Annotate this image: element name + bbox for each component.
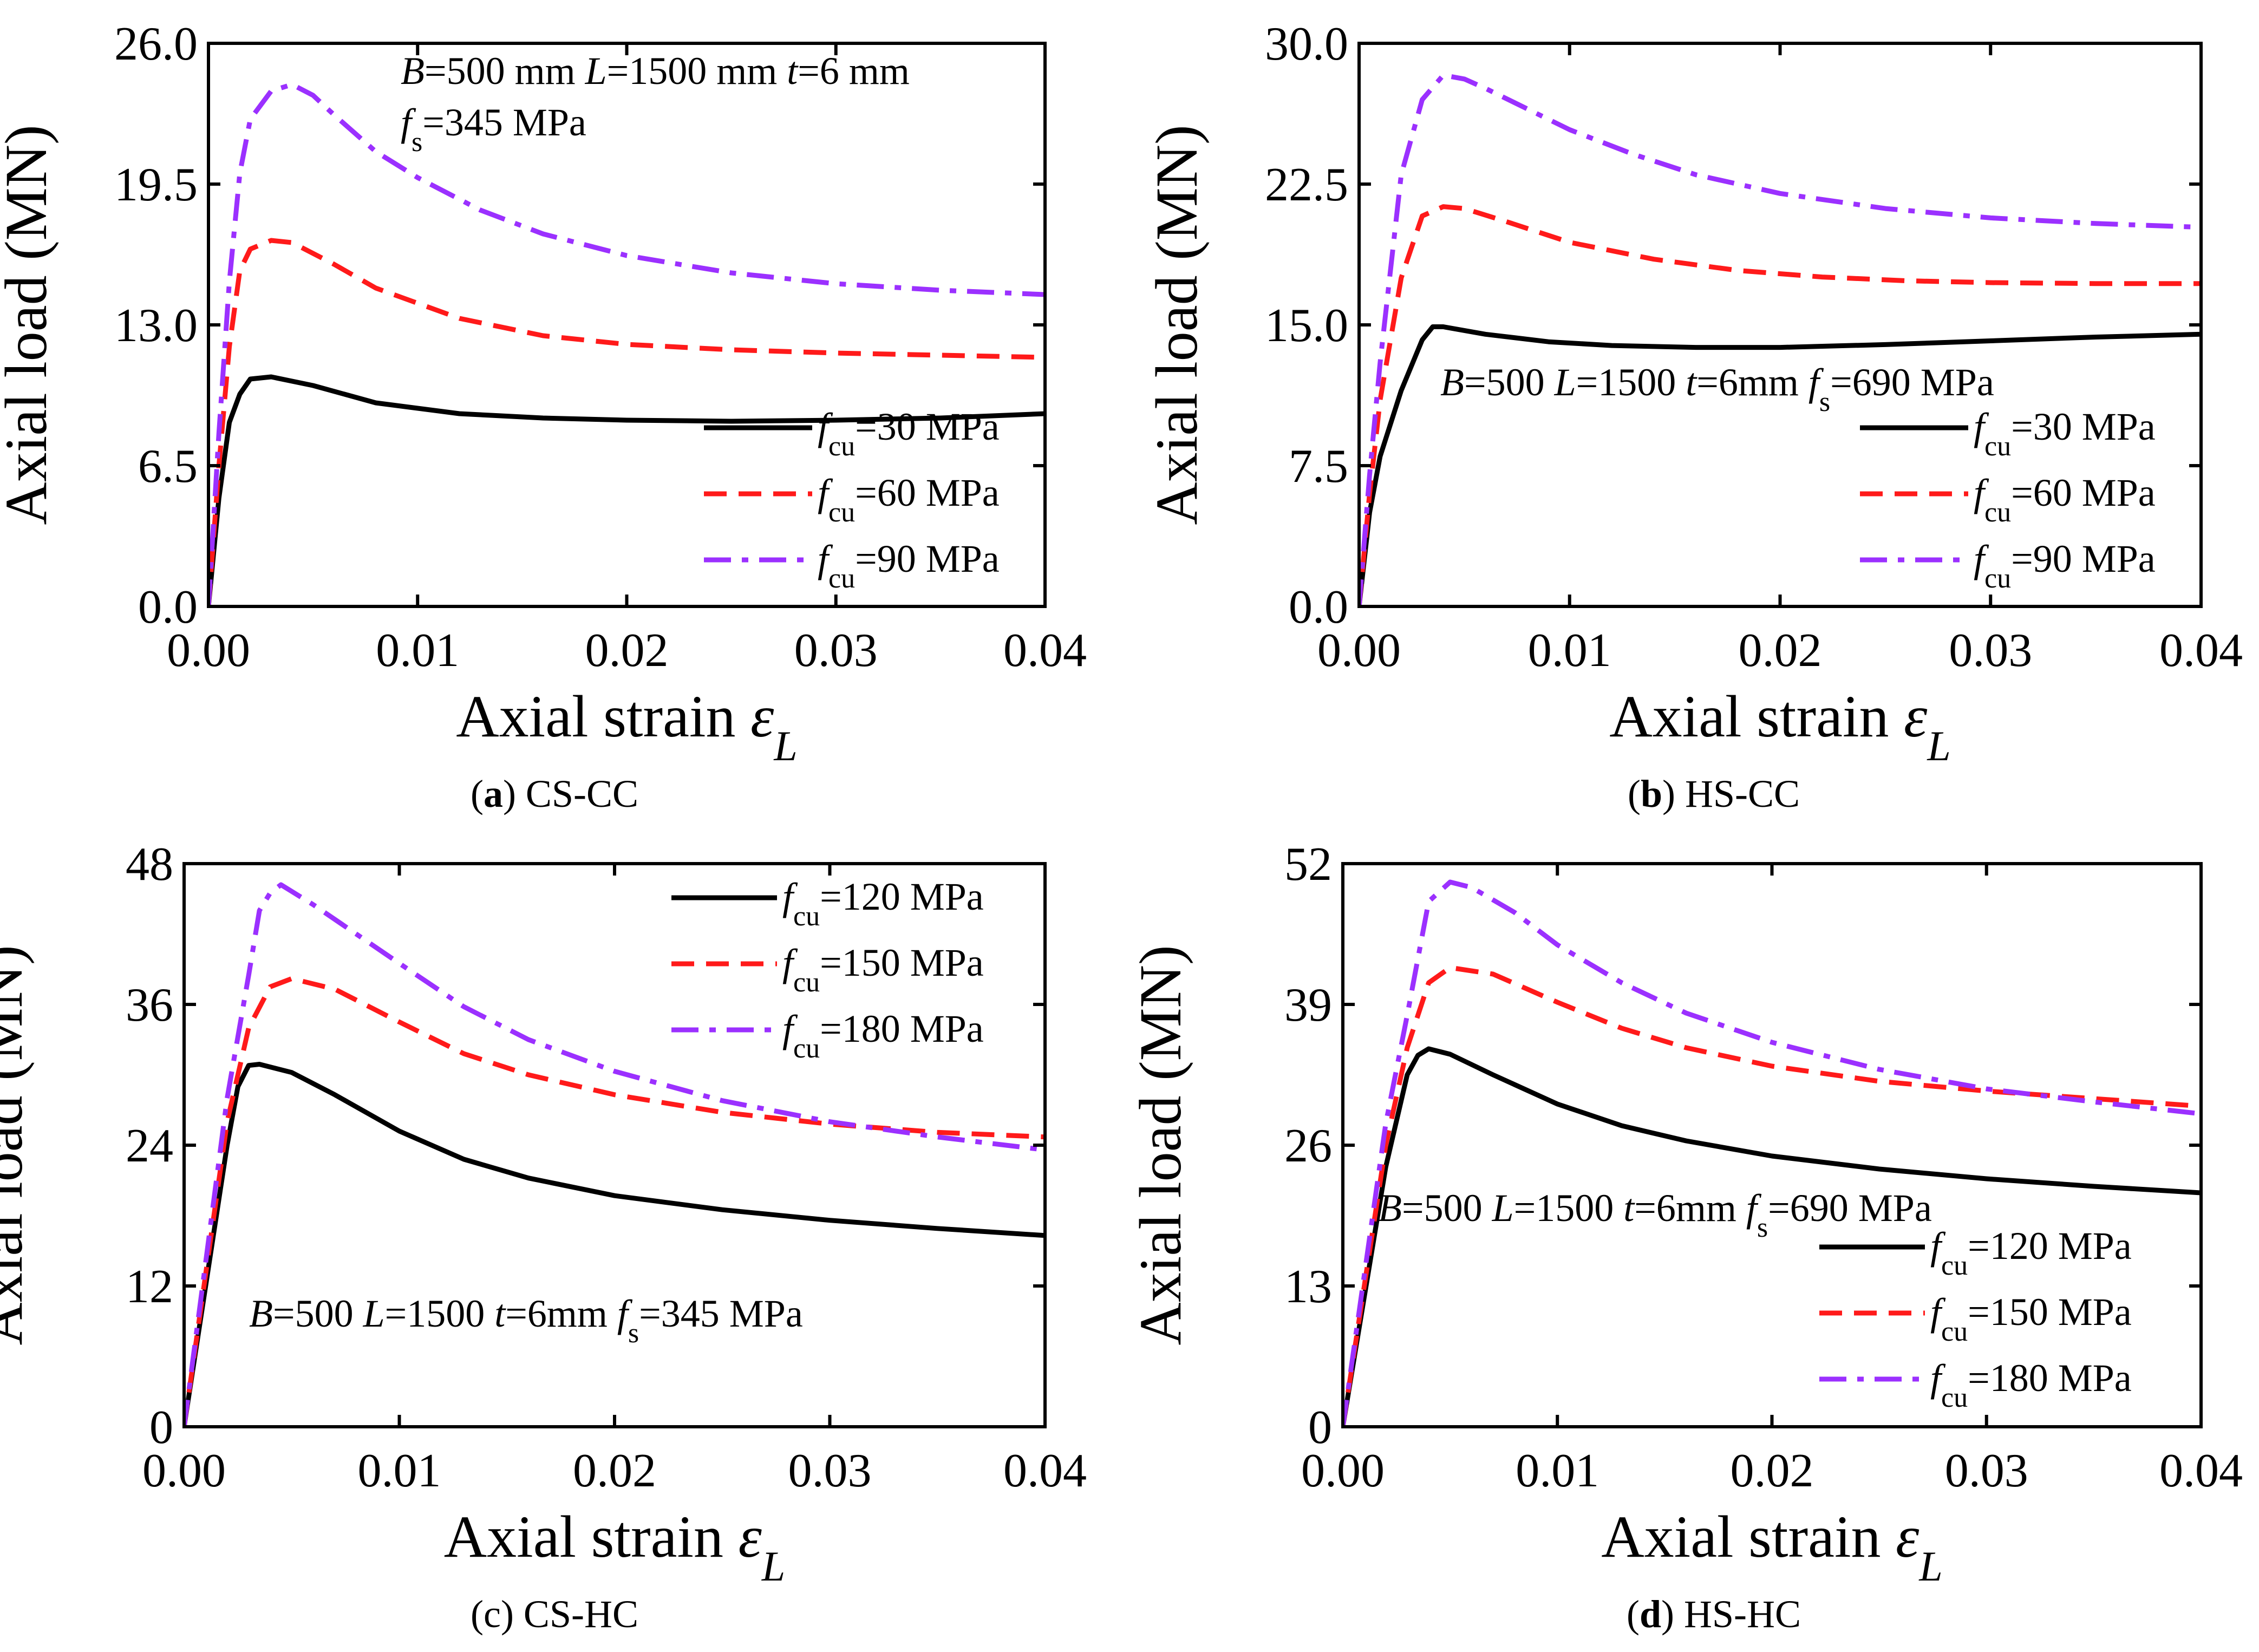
- panel-caption: (a) CS-CC: [471, 772, 638, 815]
- legend-label: fcu=180 MPa: [782, 1007, 984, 1064]
- y-tick-label: 0: [149, 1401, 173, 1454]
- y-tick-label: 39: [1284, 979, 1332, 1031]
- series-line-fcu-120-mpa: [1343, 1046, 2201, 1427]
- x-tick-label: 0.04: [1003, 1445, 1087, 1497]
- legend: fcu=30 MPa fcu=60 MPa fcu=90 MPa: [704, 405, 1000, 594]
- x-tick-label: 0.00: [142, 1445, 226, 1497]
- y-tick-label: 7.5: [1289, 440, 1348, 493]
- series-line-fcu-150-mpa: [1343, 965, 2201, 1427]
- x-tick-label: 0.01: [376, 624, 459, 677]
- y-tick-label: 24: [126, 1120, 173, 1172]
- panel-caption: (c) CS-HC: [471, 1592, 638, 1636]
- legend-label: fcu=60 MPa: [1974, 471, 2156, 528]
- y-tick-label: 0.0: [1289, 581, 1348, 634]
- annotation: B=500 L=1500 t=6mm fs=690 MPa: [1440, 361, 1994, 417]
- legend-label: fcu=60 MPa: [818, 471, 1000, 528]
- series-line-fcu-150-mpa: [184, 976, 1045, 1427]
- x-tick-label: 0.00: [1301, 1445, 1385, 1497]
- x-tick-label: 0.02: [1739, 624, 1822, 677]
- legend: fcu=30 MPa fcu=60 MPa fcu=90 MPa: [1860, 405, 2156, 594]
- x-tick-label: 0.03: [1945, 1445, 2028, 1497]
- legend-label: fcu=180 MPa: [1930, 1356, 2132, 1413]
- legend-label: fcu=150 MPa: [1930, 1290, 2132, 1347]
- x-axis-title: Axial strain εL: [1609, 683, 1951, 769]
- x-axis-title: Axial strain εL: [1601, 1504, 1943, 1590]
- plot-frame: [1341, 862, 2203, 1428]
- x-tick-label: 0.01: [1528, 624, 1611, 677]
- y-tick-label: 13.0: [114, 299, 198, 352]
- y-axis-title: Axial load (MN): [0, 945, 35, 1345]
- legend-label: fcu=150 MPa: [782, 941, 984, 998]
- x-tick-label: 0.03: [1949, 624, 2032, 677]
- y-tick-label: 0: [1308, 1401, 1332, 1454]
- series-line-fcu-30-mpa: [1359, 324, 2201, 606]
- y-tick-label: 15.0: [1265, 299, 1348, 352]
- x-tick-label: 0.04: [2159, 1445, 2243, 1497]
- chart-panel-c: 0.00 0.01 0.02 0.03 0.04 0 12 24 36 48 Axial strai…: [0, 838, 1087, 1636]
- legend-label: fcu=90 MPa: [818, 537, 1000, 594]
- y-axis-title: Axial load (MN): [0, 125, 59, 525]
- y-tick-label: 36: [126, 979, 173, 1031]
- series-line-fcu-180-mpa: [1343, 879, 2201, 1427]
- y-tick-label: 13: [1284, 1261, 1332, 1313]
- x-tick-label: 0.02: [573, 1445, 656, 1497]
- y-tick-label: 6.5: [138, 440, 198, 493]
- annotation: B=500 L=1500 t=6mm fs=690 MPa: [1378, 1186, 1932, 1243]
- legend-label: fcu=120 MPa: [782, 875, 984, 932]
- series-line-fcu-90-mpa: [1359, 73, 2201, 606]
- y-tick-label: 52: [1284, 838, 1332, 891]
- annotation-line-2: fs=345 MPa: [401, 101, 586, 158]
- legend: fcu=120 MPa fcu=150 MPa fcu=180 MPa: [1819, 1224, 2132, 1413]
- y-tick-label: 0.0: [138, 581, 198, 634]
- legend-label: fcu=30 MPa: [1974, 405, 2156, 462]
- x-tick-label: 0.03: [794, 624, 878, 677]
- x-tick-label: 0.01: [358, 1445, 441, 1497]
- plot-frame: [1357, 42, 2203, 608]
- x-tick-label: 0.00: [1317, 624, 1401, 677]
- annotation-line-1: B=500 mm L=1500 mm t=6 mm: [401, 49, 910, 93]
- plot-frame: [207, 42, 1047, 608]
- panel-caption: (d) HS-HC: [1627, 1592, 1801, 1636]
- chart-panel-d: 0.00 0.01 0.02 0.03 0.04 0 13 26 39 52 Axial strai…: [1127, 838, 2243, 1636]
- panel-caption: (b) HS-CC: [1628, 772, 1800, 815]
- x-tick-label: 0.02: [585, 624, 669, 677]
- chart-panel-b: 0.00 0.01 0.02 0.03 0.04 0.0 7.5 15.0 22.5 30.0 Ax…: [1144, 18, 2243, 815]
- series-line-fcu-180-mpa: [184, 882, 1045, 1427]
- legend-label: fcu=90 MPa: [1974, 537, 2156, 594]
- y-tick-label: 22.5: [1265, 159, 1348, 211]
- y-tick-label: 26.0: [114, 18, 198, 70]
- y-axis-title: Axial load (MN): [1127, 945, 1193, 1345]
- x-tick-label: 0.04: [2159, 624, 2243, 677]
- y-tick-label: 26: [1284, 1120, 1332, 1172]
- series-line-fcu-60-mpa: [208, 238, 1045, 606]
- x-tick-label: 0.04: [1003, 624, 1087, 677]
- series-line-fcu-90-mpa: [208, 82, 1045, 606]
- annotation: B=500 L=1500 t=6mm fs=345 MPa: [249, 1292, 803, 1349]
- y-tick-label: 30.0: [1265, 18, 1348, 70]
- x-axis-title: Axial strain εL: [456, 683, 798, 769]
- x-tick-label: 0.03: [788, 1445, 872, 1497]
- y-tick-label: 12: [126, 1261, 173, 1313]
- legend: fcu=120 MPa fcu=150 MPa fcu=180 MPa: [671, 875, 984, 1064]
- x-tick-label: 0.01: [1516, 1445, 1599, 1497]
- x-axis-title: Axial strain εL: [444, 1504, 786, 1590]
- series-line-fcu-30-mpa: [208, 374, 1045, 606]
- legend-label: fcu=30 MPa: [818, 405, 1000, 462]
- y-tick-label: 48: [126, 838, 173, 891]
- series-line-fcu-120-mpa: [184, 1062, 1045, 1427]
- legend-label: fcu=120 MPa: [1930, 1224, 2132, 1281]
- x-tick-label: 0.02: [1731, 1445, 1814, 1497]
- y-tick-label: 19.5: [114, 159, 198, 211]
- y-axis-title: Axial load (MN): [1144, 125, 1210, 525]
- chart-panel-a: 0.00 0.01 0.02 0.03 0.04 0.0 6.5 13.0 19.5 26.0 Ax…: [0, 18, 1087, 815]
- x-tick-label: 0.00: [167, 624, 250, 677]
